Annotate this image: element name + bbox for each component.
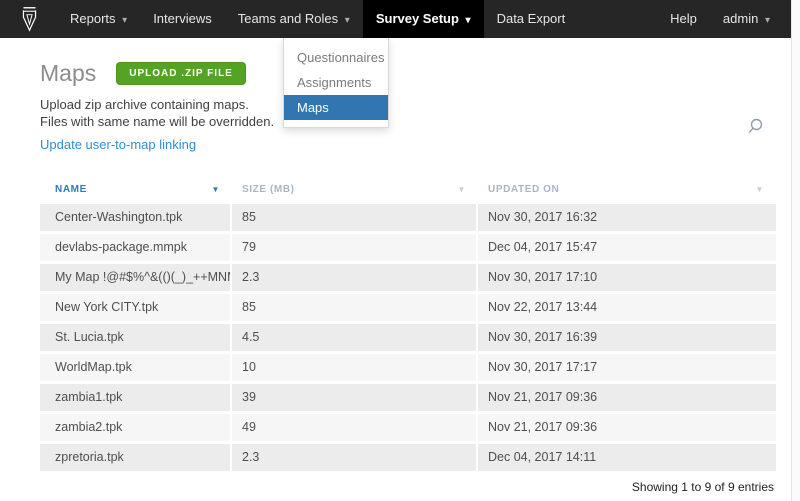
main-content: Maps UPLOAD .ZIP FILE Upload zip archive…: [0, 38, 790, 474]
map-updated-cell: Nov 21, 2017 09:36: [478, 414, 776, 441]
map-updated-cell: Nov 22, 2017 13:44: [478, 294, 776, 321]
caret-down-icon: ▾: [466, 15, 471, 26]
map-updated-cell: Dec 04, 2017 14:11: [478, 444, 776, 471]
page-scrollbar[interactable]: [791, 0, 800, 501]
map-size-cell: 10: [232, 354, 478, 381]
nav-item-label: Data Export: [497, 11, 566, 26]
entries-summary: Showing 1 to 9 of 9 entries: [632, 480, 774, 494]
map-name-cell: Center-Washington.tpk: [40, 204, 232, 231]
nav-item-label: Survey Setup: [376, 11, 459, 26]
maps-table: NAME ▼ SIZE (MB) ▼ UPDATED ON ▼ Center-W…: [40, 178, 776, 471]
map-updated-cell: Nov 30, 2017 17:10: [478, 264, 776, 291]
sort-icon: ▼: [755, 185, 764, 194]
nav-item-survey-setup[interactable]: Survey Setup ▾: [363, 0, 484, 38]
survey-solutions-logo-icon: [20, 6, 39, 32]
map-name-cell: zpretoria.tpk: [40, 444, 232, 471]
caret-down-icon: ▾: [122, 15, 127, 26]
table-row[interactable]: WorldMap.tpk 10 Nov 30, 2017 17:17: [40, 354, 776, 381]
column-header-label: NAME: [55, 184, 87, 195]
map-size-cell: 85: [232, 204, 478, 231]
map-name-cell: devlabs-package.mmpk: [40, 234, 232, 261]
nav-item-label: Help: [670, 11, 697, 26]
survey-setup-dropdown: Questionnaires Assignments Maps: [283, 38, 389, 128]
table-row[interactable]: zambia2.tpk 49 Nov 21, 2017 09:36: [40, 414, 776, 441]
nav-item-label: Teams and Roles: [238, 11, 338, 26]
description-line-1: Upload zip archive containing maps.: [40, 96, 766, 113]
map-size-cell: 4.5: [232, 324, 478, 351]
top-navbar: Reports ▾ Interviews Teams and Roles ▾ S…: [0, 0, 791, 38]
page-description: Upload zip archive containing maps. File…: [40, 96, 766, 130]
nav-item-admin-menu[interactable]: admin ▾: [710, 0, 783, 38]
dropdown-item-maps[interactable]: Maps: [284, 95, 388, 120]
column-header-label: UPDATED ON: [488, 184, 559, 195]
nav-item-label: Reports: [70, 11, 116, 26]
map-name-cell: zambia2.tpk: [40, 414, 232, 441]
map-size-cell: 85: [232, 294, 478, 321]
map-name-cell: New York CITY.tpk: [40, 294, 232, 321]
table-header: NAME ▼ SIZE (MB) ▼ UPDATED ON ▼: [40, 178, 776, 200]
map-updated-cell: Dec 04, 2017 15:47: [478, 234, 776, 261]
dropdown-item-questionnaires[interactable]: Questionnaires: [284, 45, 388, 70]
nav-item-label: Interviews: [153, 11, 212, 26]
nav-item-help[interactable]: Help: [657, 0, 710, 38]
page-title: Maps: [40, 60, 96, 87]
table-body: Center-Washington.tpk 85 Nov 30, 2017 16…: [40, 204, 776, 471]
map-size-cell: 79: [232, 234, 478, 261]
table-row[interactable]: My Map !@#$%^&(()(_)_++MNM.tpk 2.3 Nov 3…: [40, 264, 776, 291]
search-icon[interactable]: [747, 118, 764, 140]
map-name-cell: My Map !@#$%^&(()(_)_++MNM.tpk: [40, 264, 232, 291]
map-name-cell: zambia1.tpk: [40, 384, 232, 411]
update-user-to-map-linking-link[interactable]: Update user-to-map linking: [40, 137, 196, 152]
table-row[interactable]: New York CITY.tpk 85 Nov 22, 2017 13:44: [40, 294, 776, 321]
table-row[interactable]: devlabs-package.mmpk 79 Dec 04, 2017 15:…: [40, 234, 776, 261]
table-row[interactable]: St. Lucia.tpk 4.5 Nov 30, 2017 16:39: [40, 324, 776, 351]
nav-item-data-export[interactable]: Data Export: [484, 0, 579, 38]
map-updated-cell: Nov 21, 2017 09:36: [478, 384, 776, 411]
caret-down-icon: ▾: [765, 15, 770, 26]
table-row[interactable]: zambia1.tpk 39 Nov 21, 2017 09:36: [40, 384, 776, 411]
map-name-cell: St. Lucia.tpk: [40, 324, 232, 351]
nav-item-reports[interactable]: Reports ▾: [57, 0, 140, 38]
column-header-name[interactable]: NAME ▼: [40, 178, 232, 200]
map-updated-cell: Nov 30, 2017 17:17: [478, 354, 776, 381]
sort-descending-icon: ▼: [211, 185, 220, 194]
map-size-cell: 49: [232, 414, 478, 441]
upload-zip-button[interactable]: UPLOAD .ZIP FILE: [116, 62, 246, 85]
column-header-updated-on[interactable]: UPDATED ON ▼: [478, 178, 776, 200]
map-size-cell: 2.3: [232, 444, 478, 471]
sort-icon: ▼: [457, 185, 466, 194]
table-row[interactable]: Center-Washington.tpk 85 Nov 30, 2017 16…: [40, 204, 776, 231]
navbar-right: Help admin ▾: [657, 0, 791, 38]
app-logo[interactable]: [0, 0, 57, 38]
caret-down-icon: ▾: [345, 15, 350, 26]
map-updated-cell: Nov 30, 2017 16:39: [478, 324, 776, 351]
table-row[interactable]: zpretoria.tpk 2.3 Dec 04, 2017 14:11: [40, 444, 776, 471]
nav-item-interviews[interactable]: Interviews: [140, 0, 225, 38]
map-name-cell: WorldMap.tpk: [40, 354, 232, 381]
nav-item-label: admin: [723, 11, 758, 26]
map-updated-cell: Nov 30, 2017 16:32: [478, 204, 776, 231]
map-size-cell: 39: [232, 384, 478, 411]
title-row: Maps UPLOAD .ZIP FILE: [40, 60, 766, 87]
description-line-2: Files with same name will be overridden.: [40, 113, 766, 130]
nav-item-teams-and-roles[interactable]: Teams and Roles ▾: [225, 0, 363, 38]
column-header-size[interactable]: SIZE (MB) ▼: [232, 178, 478, 200]
dropdown-item-assignments[interactable]: Assignments: [284, 70, 388, 95]
map-size-cell: 2.3: [232, 264, 478, 291]
column-header-label: SIZE (MB): [242, 184, 295, 195]
